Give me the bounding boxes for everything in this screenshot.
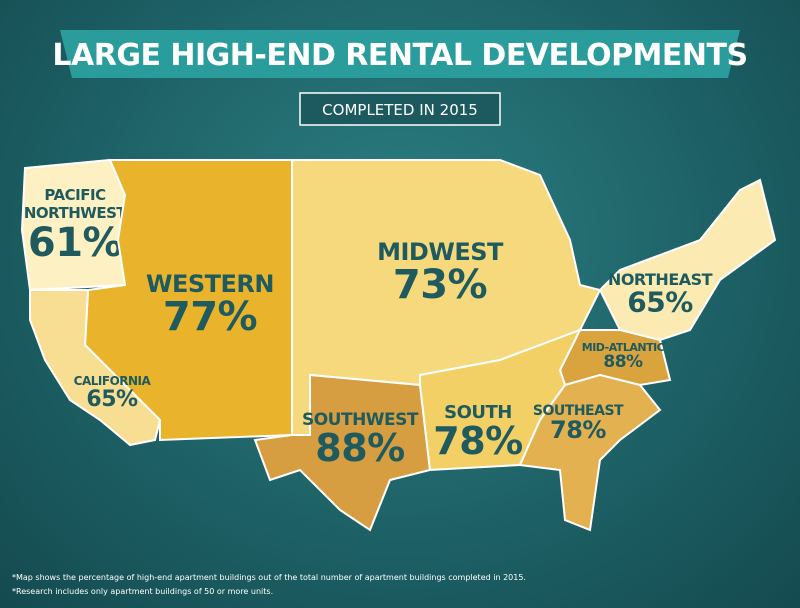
region-name: PACIFIC xyxy=(44,186,106,204)
region-value: 78% xyxy=(433,419,522,463)
region-value: 78% xyxy=(550,416,606,444)
region-name: NORTHWEST xyxy=(24,204,128,222)
region-value: 65% xyxy=(627,286,693,319)
footnote: *Research includes only apartment buildi… xyxy=(12,587,273,596)
region-name: MID-ATLANTIC xyxy=(582,341,665,354)
region-value: 65% xyxy=(86,387,138,412)
region-value: 88% xyxy=(315,426,404,470)
region-name: NORTHEAST xyxy=(608,270,713,289)
region-name: SOUTH xyxy=(444,402,512,423)
title: LARGE HIGH-END RENTAL DEVELOPMENTS xyxy=(52,38,747,73)
title-banner xyxy=(60,30,740,78)
footnote: *Map shows the percentage of high-end ap… xyxy=(12,573,526,582)
region-name: WESTERN xyxy=(146,270,274,298)
region xyxy=(518,373,662,532)
region-value: 61% xyxy=(28,220,122,266)
region-name: CALIFORNIA xyxy=(74,374,152,388)
region-value: 77% xyxy=(163,294,257,340)
region xyxy=(29,289,162,447)
region-name: MIDWEST xyxy=(377,238,504,266)
subtitle-box xyxy=(299,92,501,126)
subtitle: COMPLETED IN 2015 xyxy=(322,101,478,119)
region-value: 73% xyxy=(393,262,487,308)
region-name: SOUTHEAST xyxy=(533,403,624,419)
region-name: SOUTHWEST xyxy=(302,410,419,430)
region-value: 88% xyxy=(603,352,643,372)
